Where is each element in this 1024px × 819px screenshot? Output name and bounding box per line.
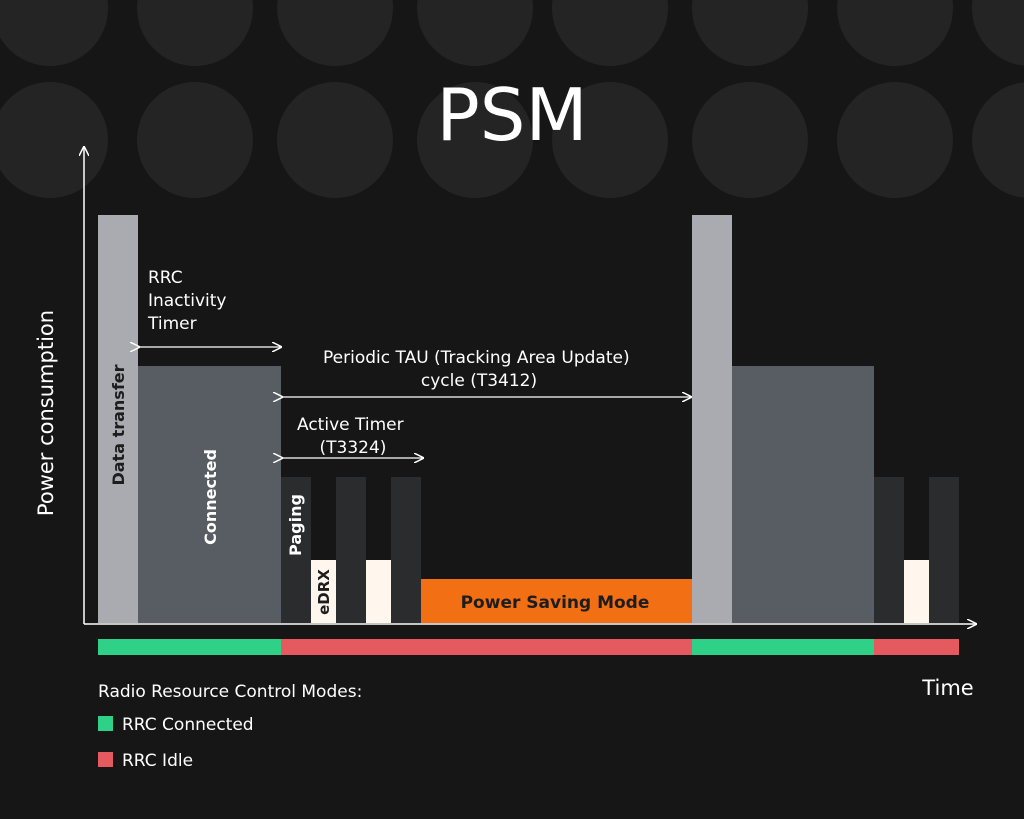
connected-block [138, 366, 281, 623]
y-axis-label: Power consumption [34, 310, 58, 516]
connected-block [732, 366, 874, 623]
periodic-tau-label: Periodic TAU (Tracking Area Update) cycl… [323, 348, 635, 391]
legend-swatch-rrc-connected [98, 716, 113, 731]
rrc-connected-bar [692, 639, 874, 655]
rrc-inactivity-label: RRC Inactivity Timer [147, 268, 232, 334]
edrx-block [311, 560, 336, 623]
paging-block [929, 477, 959, 623]
legend-swatch-rrc-idle [98, 752, 113, 767]
rrc-idle-bar [874, 639, 959, 655]
power-saving-mode-block [421, 579, 692, 623]
paging-label: Paging [286, 494, 305, 556]
paging-block [391, 477, 421, 623]
data-transfer-block [98, 215, 138, 623]
x-axis-label: Time [921, 676, 973, 700]
paging-block [336, 477, 366, 623]
paging-block [874, 477, 904, 623]
edrx-label: eDRX [315, 569, 333, 615]
power-saving-mode-label: Power Saving Mode [461, 593, 650, 613]
background-circles [0, 0, 1024, 198]
data-transfer-label: Data transfer [109, 364, 128, 485]
edrx-block [904, 560, 929, 623]
legend-label-rrc-idle: RRC Idle [122, 751, 193, 771]
edrx-block [366, 560, 391, 623]
data-transfer-block [692, 215, 732, 623]
legend-title: Radio Resource Control Modes: [98, 682, 362, 702]
rrc-connected-bar [98, 639, 281, 655]
page-title: PSM [436, 73, 587, 157]
legend-label-rrc-connected: RRC Connected [122, 715, 254, 735]
connected-label: Connected [201, 449, 220, 545]
active-timer-label: Active Timer (T3324) [297, 415, 409, 458]
rrc-idle-bar [281, 639, 692, 655]
paging-block [281, 477, 311, 623]
